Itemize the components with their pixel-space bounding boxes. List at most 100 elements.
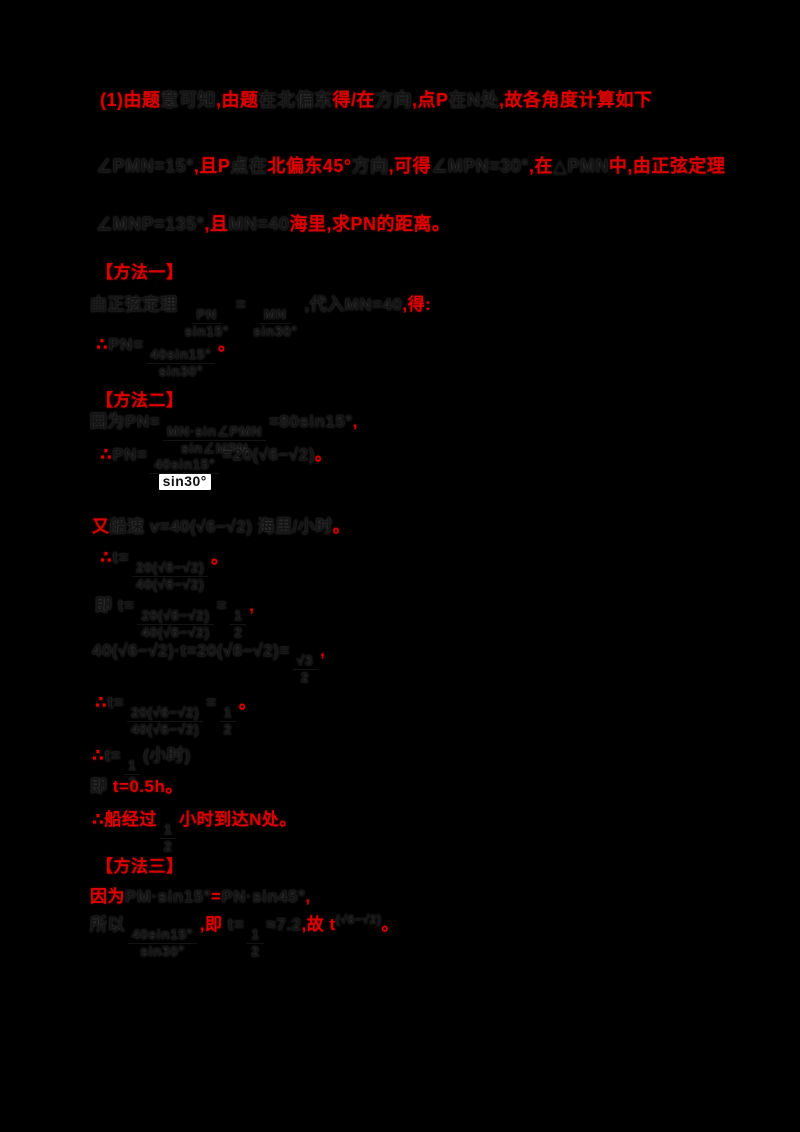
text-segment: PN·sin45° <box>221 887 306 906</box>
text-segment: 方向 <box>375 90 413 110</box>
method3-final-line: 所以 40sin15° sin30° ,即 t= 1 2 ≈7.2,故 t(√6−√2)。 <box>90 910 399 960</box>
fraction: 40sin15° sin30° <box>146 346 216 380</box>
text-segment: 即 <box>90 777 113 796</box>
text-segment: t= <box>104 746 121 765</box>
text-segment: ∴ <box>92 746 105 765</box>
fraction: 40sin15° sin30° <box>150 456 220 490</box>
text-segment: 由正弦定理 <box>90 295 178 314</box>
text-segment: ∴船经过 <box>92 810 157 829</box>
fraction: MN sin30° <box>249 306 301 340</box>
time-simplify-line: 即 t= 20(√6−√2) 40(√6−√2) = 1 2, <box>95 591 254 641</box>
text-segment: t=0.5h。 <box>112 777 183 796</box>
given-side-line: ∠MNP=135°,且MN=40海里,求PN的距离。 <box>96 210 450 236</box>
text-segment: 【方法三】 <box>96 857 184 876</box>
text-segment: ,且P <box>193 156 231 176</box>
t-decimal-line: 即 t=0.5h。 <box>90 772 183 797</box>
t-value-line: ∴t= 1 2 (小时) <box>92 741 191 791</box>
fraction-numerator: PN <box>192 306 221 325</box>
fraction-denominator: sin30° <box>158 474 211 490</box>
text-segment: 意可知 <box>160 90 216 110</box>
text-segment: 所以 <box>90 915 125 934</box>
text-segment: 方向 <box>351 156 389 176</box>
text-segment: 即 t= <box>95 596 135 615</box>
text-segment: t= <box>222 915 245 934</box>
text-segment: 。 <box>238 693 257 712</box>
method3-step-1: 因为PM·sin15°=PN·sin45°, <box>90 882 311 907</box>
text-segment: = <box>279 641 290 660</box>
text-segment: ,故 t <box>301 915 336 934</box>
text-segment: 40(√6−√2)·t=20(√6−√2) <box>92 641 280 660</box>
fraction-denominator: 2 <box>233 624 243 641</box>
text-segment: 【方法一】 <box>96 263 184 282</box>
text-segment: 在北偏东 <box>258 90 333 110</box>
text-segment: =80sin15° <box>268 412 353 431</box>
text-segment: 在N处 <box>448 90 500 110</box>
text-segment: 中,由正弦定理 <box>608 156 726 176</box>
intro-line-1: (1)由题意可知,由题在北偏东得/在方向,点P在N处,故各角度计算如下 <box>100 86 653 112</box>
text-segment: 【方法二】 <box>96 391 184 410</box>
method-2-header: 【方法二】 <box>96 386 184 411</box>
speed-line: 又船速 v=40(√6−√2) 海里/小时。 <box>92 512 350 537</box>
text-segment: (√6−√2) <box>335 912 382 927</box>
fraction: PN sin15° <box>181 306 233 340</box>
text-segment: ∠MPN=30° <box>431 156 530 176</box>
fraction-denominator: sin30° <box>140 943 185 960</box>
fraction-numerator: 1 <box>123 757 141 776</box>
fraction-numerator: 1 <box>219 704 236 723</box>
fraction-denominator: sin∠MPN <box>180 440 249 457</box>
fraction: 40sin15° sin30° <box>128 926 197 960</box>
fraction-numerator: 1 <box>159 821 177 840</box>
fraction-numerator: √3 <box>292 652 318 671</box>
text-segment: , <box>249 596 255 615</box>
sine-rule-line: 由正弦定理 PN sin15° = MN sin30° ,代入MN=40,得: <box>90 290 431 340</box>
text-segment: t= <box>107 693 124 712</box>
text-segment: 。 <box>218 335 236 354</box>
text-segment: 又 <box>92 517 110 536</box>
fraction-denominator: sin15° <box>184 323 229 340</box>
fraction-denominator: 40(√6−√2) <box>141 624 210 641</box>
text-segment: 因为 <box>90 887 125 906</box>
fraction-denominator: 2 <box>223 721 232 738</box>
method2-step-2-highlight: ∴PN= 40sin15° sin30° =20(√6−√2)。 <box>100 440 332 490</box>
text-segment: ,得: <box>402 295 432 314</box>
text-segment: ,代入 <box>304 295 345 314</box>
fraction-numerator: 20(√6−√2) <box>131 559 209 578</box>
text-segment: (1)由题 <box>100 90 161 110</box>
text-segment: , <box>305 887 311 906</box>
fraction-denominator: 2 <box>163 838 173 855</box>
text-segment: t= <box>112 548 129 567</box>
text-segment: 点在 <box>230 156 268 176</box>
fraction-denominator: 2 <box>300 669 309 686</box>
text-segment: 小时到达N处。 <box>179 810 297 829</box>
fraction: MN·sin∠PMN sin∠MPN <box>163 423 266 457</box>
text-segment: = <box>210 887 222 906</box>
text-segment: 船速 v=40(√6−√2) 海里/小时 <box>109 517 333 536</box>
text-segment: PM·sin15° <box>125 887 211 906</box>
fraction: 20(√6−√2) 40(√6−√2) <box>137 607 214 641</box>
solve-t-line: ∴t= 20(√6−√2) 40(√6−√2) = 1 2。 <box>95 688 256 738</box>
fraction-numerator: 20(√6−√2) <box>137 607 214 626</box>
text-segment: (小时) <box>143 746 191 765</box>
text-segment: , <box>352 412 358 431</box>
text-segment: MN=40 <box>228 214 290 234</box>
method-3-header: 【方法三】 <box>96 852 184 877</box>
fraction-numerator: 40sin15° <box>150 456 220 475</box>
text-segment: = <box>206 693 217 712</box>
fraction-denominator: 2 <box>127 774 137 791</box>
conclusion-line: ∴船经过 1 2 小时到达N处。 <box>92 805 297 855</box>
fraction-denominator: sin30° <box>253 323 298 340</box>
text-segment: ,由题 <box>216 90 259 110</box>
text-segment: ,可得 <box>388 156 432 176</box>
text-segment: , <box>320 641 326 660</box>
text-segment: ,故各角度计算如下 <box>499 90 653 110</box>
text-segment: 得/在 <box>332 90 376 110</box>
pn-result-line: ∴PN= 40sin15° sin30°。 <box>96 330 236 380</box>
fraction: √3 2 <box>292 652 318 686</box>
method2-step-1: 因为PN= MN·sin∠PMN sin∠MPN =80sin15°, <box>90 407 358 457</box>
fraction-denominator: 40(√6−√2) <box>135 576 205 593</box>
fraction-numerator: 1 <box>229 607 247 626</box>
